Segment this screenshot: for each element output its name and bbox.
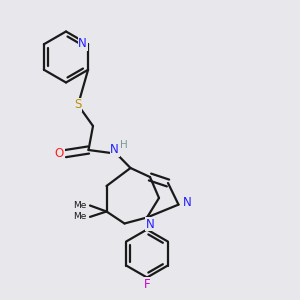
Text: N: N [182, 196, 191, 209]
Text: N: N [146, 218, 154, 231]
Text: H: H [120, 140, 128, 150]
Text: O: O [55, 147, 64, 160]
Text: N: N [110, 143, 119, 156]
Text: F: F [144, 278, 150, 291]
Text: Me: Me [74, 201, 87, 210]
Text: S: S [74, 98, 82, 112]
Text: Me: Me [74, 212, 87, 221]
Text: N: N [78, 37, 87, 50]
